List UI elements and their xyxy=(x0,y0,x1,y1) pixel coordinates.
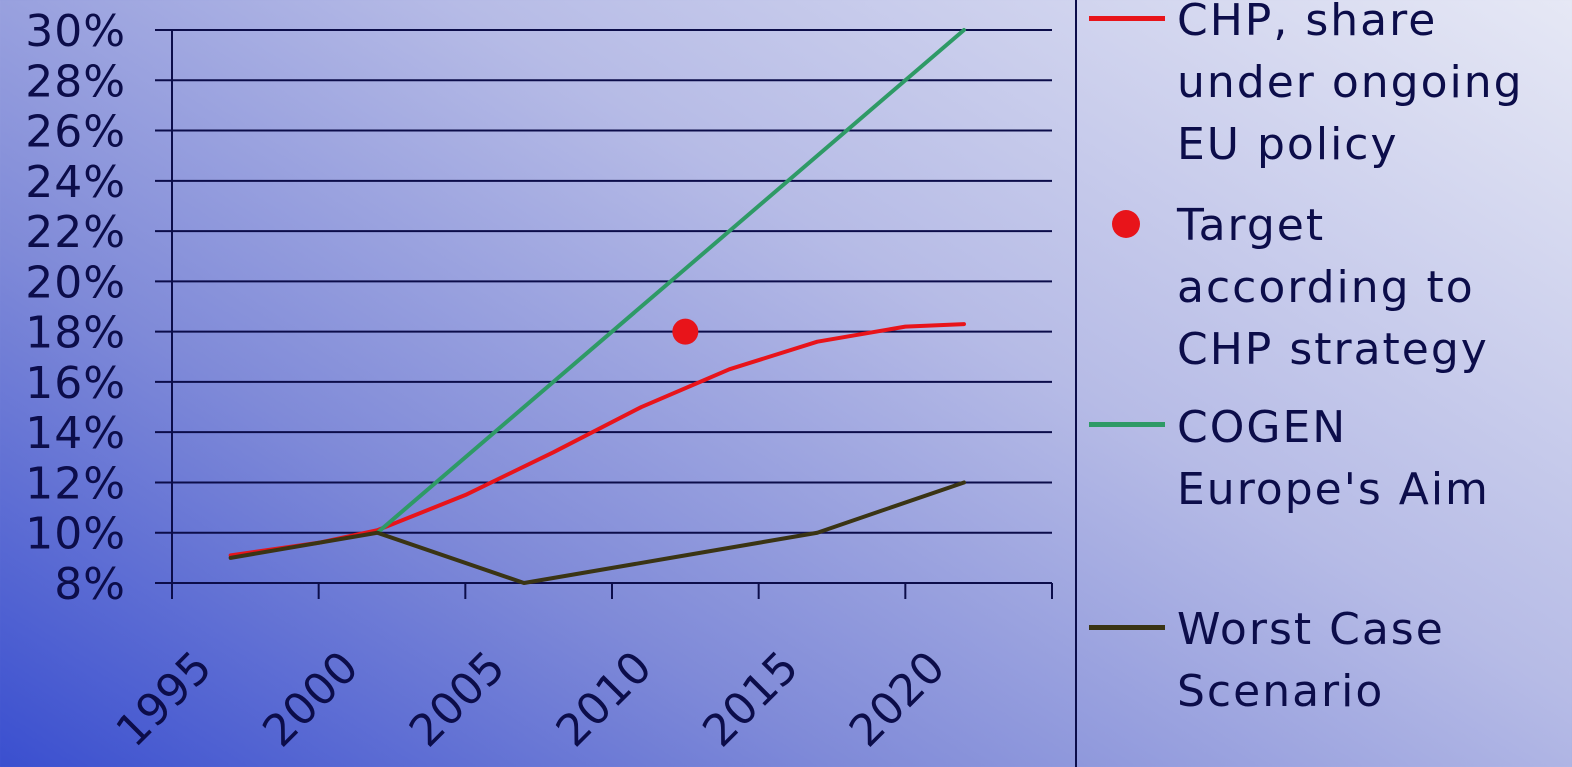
series-line-worst-case-scenario xyxy=(228,480,966,585)
legend-label-chp-share: CHP, share under ongoing EU policy xyxy=(1177,0,1524,170)
y-tick-label-24: 24% xyxy=(25,157,126,208)
x-tick-labels: 1995 2000 2005 2010 2015 2020 xyxy=(107,642,956,757)
legend: CHP, share under ongoing EU policy Targe… xyxy=(1075,0,1572,767)
grid-lines xyxy=(155,29,1052,584)
x-tick-label-2005: 2005 xyxy=(400,642,515,757)
x-tick-label-2010: 2010 xyxy=(547,642,662,757)
target-points xyxy=(672,318,699,345)
y-tick-label-28: 28% xyxy=(25,56,126,107)
line-chart: 8%10%12%14%16%18%20%22%24%26%28%30% 1995… xyxy=(25,6,1053,757)
y-tick-label-14: 14% xyxy=(25,408,126,459)
x-tick-label-2000: 2000 xyxy=(253,642,368,757)
x-tick-label-2020: 2020 xyxy=(840,642,955,757)
y-tick-label-22: 22% xyxy=(25,207,126,258)
y-tick-label-8: 8% xyxy=(54,559,126,610)
y-tick-label-18: 18% xyxy=(25,308,126,359)
series-line-cogen-europe-s-aim xyxy=(375,28,966,535)
y-tick-label-30: 30% xyxy=(25,6,126,57)
y-tick-label-20: 20% xyxy=(25,257,126,308)
legend-label-cogen: COGEN Europe's Aim xyxy=(1177,402,1490,515)
axes xyxy=(171,30,1053,599)
point-target-according-to-chp-strategy xyxy=(672,318,699,345)
y-tick-label-12: 12% xyxy=(25,458,126,509)
y-tick-label-10: 10% xyxy=(25,509,126,560)
legend-swatch-worst-case xyxy=(1089,625,1165,630)
legend-swatch-cogen xyxy=(1089,422,1165,427)
legend-swatch-chp-share xyxy=(1089,16,1165,21)
x-tick-label-1995: 1995 xyxy=(107,642,222,757)
y-tick-label-26: 26% xyxy=(25,107,126,158)
y-tick-label-16: 16% xyxy=(25,358,126,409)
series-lines xyxy=(228,28,966,585)
x-tick-label-2015: 2015 xyxy=(693,642,808,757)
legend-label-worst-case: Worst Case Scenario xyxy=(1177,604,1445,717)
legend-swatch-target xyxy=(1112,210,1140,238)
y-tick-labels: 8%10%12%14%16%18%20%22%24%26%28%30% xyxy=(25,6,126,610)
legend-label-target: Target according to CHP strategy xyxy=(1177,200,1489,375)
